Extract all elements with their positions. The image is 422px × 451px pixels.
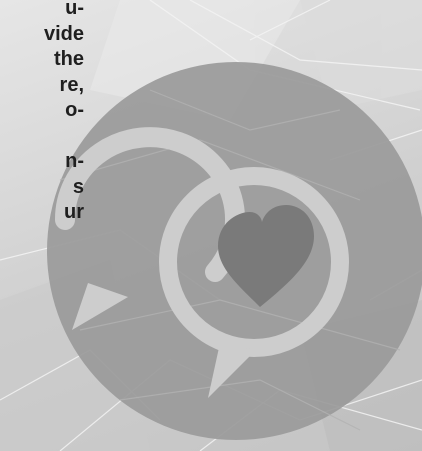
speech-bubbles-heart-icon (54, 127, 349, 398)
text-line: re, (59, 73, 84, 96)
text-line (0, 124, 84, 150)
text-line: ur (64, 201, 84, 223)
text-line: s (72, 175, 84, 198)
text-fragment: u- vide the re, o- n- s ur (0, 0, 84, 226)
text-line: vide (43, 22, 84, 45)
front-speech-bubble (159, 167, 349, 357)
heart-icon (218, 205, 314, 307)
front-bubble-tail (208, 343, 256, 398)
text-line: u- (65, 0, 84, 19)
circle-lines (59, 89, 401, 431)
back-bubble-tail (72, 283, 128, 330)
text-line: o- (65, 99, 84, 121)
text-line: n- (65, 150, 84, 172)
text-line: the (54, 48, 84, 70)
